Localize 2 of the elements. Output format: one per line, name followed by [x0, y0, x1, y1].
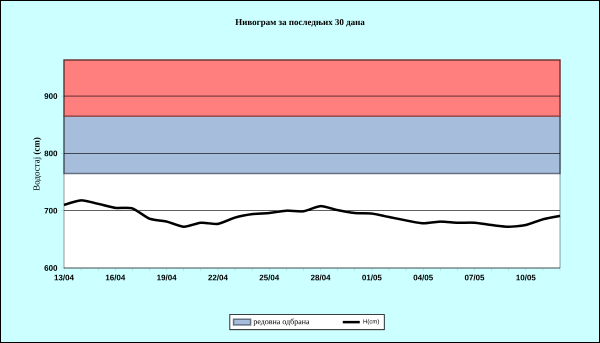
y-axis-title: Водостај (cm)	[33, 138, 42, 191]
chart-title: Нивограм за последњих 30 дана	[235, 19, 365, 27]
